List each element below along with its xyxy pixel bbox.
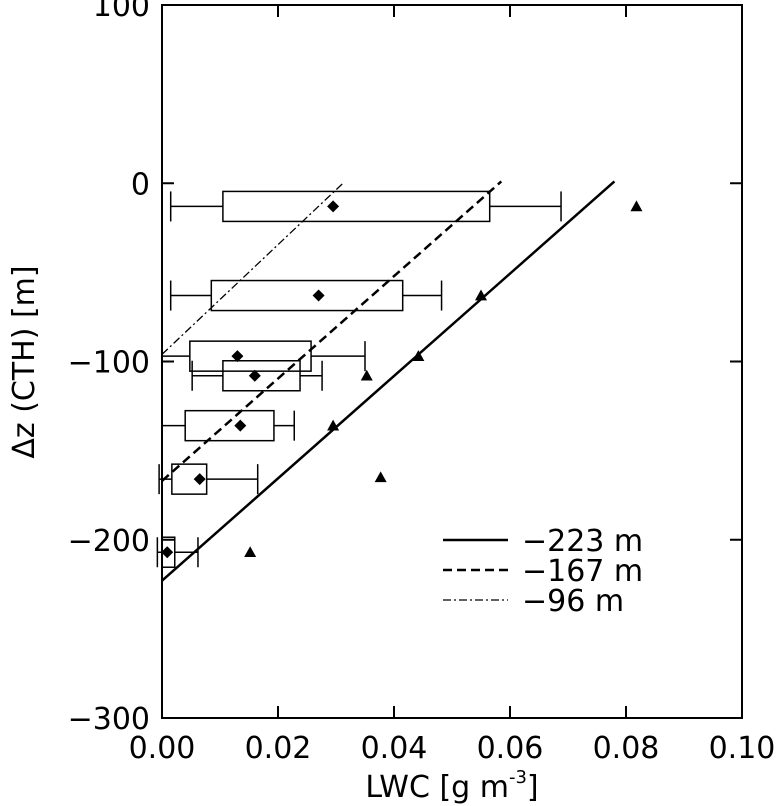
box-iqr	[184, 409, 275, 442]
box-plot	[169, 279, 443, 312]
triangle-marker	[630, 200, 643, 212]
y-tick-label: −200	[68, 524, 150, 559]
legend-label: −223 m	[522, 524, 643, 559]
mean-diamond-marker	[234, 419, 247, 432]
markers	[244, 200, 643, 558]
fit-lines	[161, 180, 616, 582]
x-tick-label: 0.08	[593, 731, 660, 766]
triangle-marker	[360, 369, 373, 381]
mean-diamond-marker	[193, 473, 206, 486]
box-plot	[156, 536, 199, 568]
box-iqr	[210, 279, 404, 312]
x-axis-ticks: 0.00 0.02 0.04 0.06 0.08 0.10	[129, 5, 776, 766]
box-iqr	[222, 190, 491, 223]
x-axis-title-end: ]	[527, 770, 539, 805]
y-tick-label: 100	[93, 0, 150, 24]
box-iqr	[171, 463, 208, 495]
triangle-marker	[475, 289, 487, 301]
y-axis-title: Δz (CTH) [m]	[7, 265, 42, 458]
x-tick-label: 0.00	[129, 731, 196, 766]
legend: −223 m−167 m−96 m	[443, 524, 643, 619]
x-tick-label: 0.04	[361, 731, 428, 766]
triangle-marker	[327, 419, 340, 431]
box-plot	[161, 340, 366, 372]
y-tick-label: −300	[68, 702, 150, 737]
box-iqr	[189, 340, 312, 372]
triangle-marker	[374, 471, 387, 483]
mean-diamond-marker	[231, 350, 244, 363]
fit-line-dashdot	[161, 182, 344, 355]
x-axis-title-sup: -3	[509, 767, 527, 788]
box-iqr	[222, 360, 301, 392]
x-tick-label: 0.10	[709, 731, 776, 766]
x-tick-label: 0.02	[245, 731, 312, 766]
box-plot	[161, 409, 295, 442]
mean-diamond-marker	[327, 200, 340, 213]
legend-label: −96 m	[522, 584, 624, 619]
triangle-marker	[412, 350, 425, 361]
mean-diamond-marker	[248, 369, 261, 382]
mean-diamond-marker	[161, 546, 174, 559]
fit-line-solid	[161, 180, 616, 582]
y-tick-label: 0	[131, 167, 150, 202]
fit-line-dashed	[161, 180, 503, 482]
y-tick-label: −100	[68, 346, 150, 381]
box-plot	[158, 463, 259, 495]
x-axis-title-main: LWC [g m	[365, 770, 509, 805]
x-axis-title: LWC [g m-3]	[365, 767, 538, 805]
triangle-marker	[244, 546, 257, 558]
box-plot	[191, 360, 323, 392]
mean-diamond-marker	[312, 289, 325, 302]
legend-label: −167 m	[522, 554, 643, 589]
box-plots	[156, 190, 562, 568]
y-axis-ticks: −300 −200 −100 0 100	[68, 0, 742, 737]
box-plot	[169, 190, 562, 223]
x-tick-label: 0.06	[477, 731, 544, 766]
